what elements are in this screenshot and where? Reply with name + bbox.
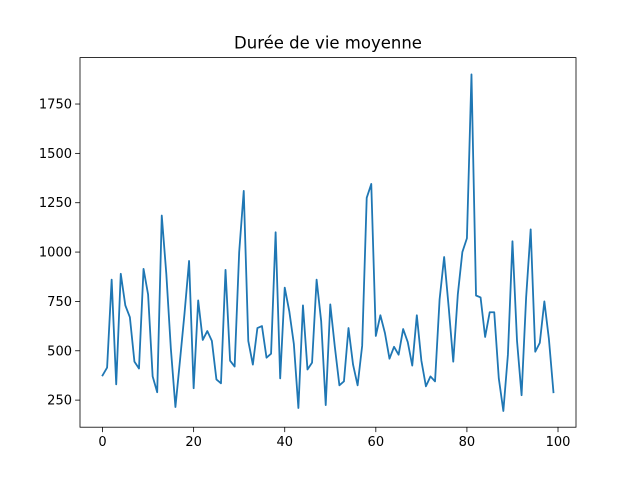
y-tick-label: 1750 xyxy=(39,98,72,113)
y-tick-label: 1500 xyxy=(39,147,72,162)
x-tick-label: 40 xyxy=(276,435,293,450)
x-tick-label: 0 xyxy=(98,435,106,450)
x-tick-label: 100 xyxy=(546,435,571,450)
y-tick-label: 500 xyxy=(47,344,72,359)
y-tick-label: 750 xyxy=(47,295,72,310)
x-tick-label: 60 xyxy=(368,435,385,450)
y-tick-label: 1250 xyxy=(39,196,72,211)
x-tick-label: 20 xyxy=(185,435,202,450)
x-tick-label: 80 xyxy=(459,435,476,450)
chart-title: Durée de vie moyenne xyxy=(234,34,422,53)
y-tick-label: 250 xyxy=(47,394,72,409)
y-tick-label: 1000 xyxy=(39,246,72,261)
